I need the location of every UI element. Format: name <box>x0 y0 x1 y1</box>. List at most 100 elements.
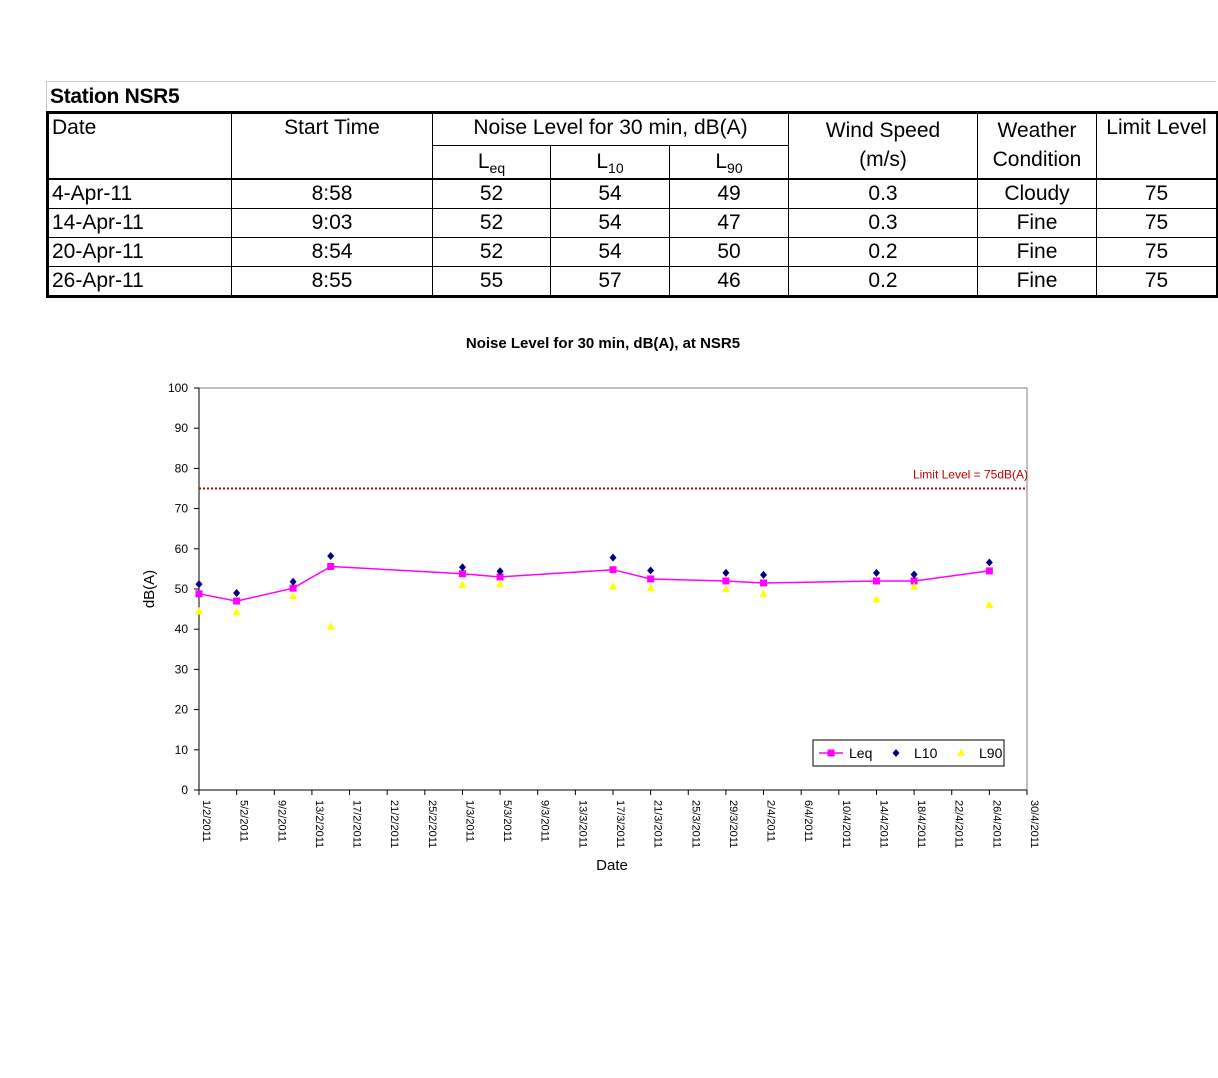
legend-l90-label: L90 <box>979 745 1003 761</box>
header-wind-speed: Wind Speed (m/s) <box>788 111 978 180</box>
x-tick-label: 9/2/2011 <box>275 800 287 842</box>
cell-wind: 0.2 <box>788 237 978 267</box>
legend: Leq L10 L90 <box>812 739 1005 767</box>
noise-chart-svg: Noise Level for 30 min, dB(A), at NSR5 0… <box>141 335 1040 874</box>
plot-area: 0 10 20 30 40 50 60 70 80 90 100 1/2/2011 5/2/2011 9/… <box>141 381 1040 874</box>
x-tick-label: 1/3/2011 <box>463 800 475 842</box>
series-leq-point <box>760 579 768 587</box>
series-l90-point <box>289 591 298 600</box>
x-tick-label: 5/3/2011 <box>501 800 513 842</box>
series-l10-point <box>327 552 335 561</box>
limit-line-label: Limit Level = 75dB(A) <box>913 468 1028 482</box>
y-tick-label: 100 <box>168 381 188 395</box>
x-tick-label: 6/4/2011 <box>802 800 814 842</box>
cell-l90: 50 <box>669 237 789 267</box>
legend-l10-label: L10 <box>914 745 938 761</box>
x-tick-label: 22/4/2011 <box>953 800 965 848</box>
header-leq-main: L <box>477 150 490 173</box>
series-leq-point <box>910 577 918 585</box>
header-l90: L90 <box>669 145 789 180</box>
series-l10-point <box>233 589 241 598</box>
legend-leq-marker <box>827 749 835 757</box>
x-tick-label: 5/2/2011 <box>238 800 250 842</box>
legend-leq-label: Leq <box>849 745 872 761</box>
cell-wind: 0.2 <box>788 266 978 297</box>
header-l10-main: L <box>596 150 609 173</box>
cell-start-time: 8:58 <box>231 178 433 209</box>
header-l90-sub: 90 <box>727 160 743 176</box>
cell-weather: Fine <box>977 237 1097 267</box>
header-date: Date <box>47 111 232 180</box>
series-leq-point <box>195 590 203 598</box>
series-leq-point <box>327 562 335 570</box>
y-tick-label: 0 <box>181 783 188 797</box>
x-tick-label: 13/3/2011 <box>576 800 588 848</box>
header-weather: Weather Condition <box>977 111 1097 180</box>
cell-l90: 46 <box>669 266 789 297</box>
y-axis-label: dB(A) <box>141 570 158 608</box>
x-tick-label: 21/2/2011 <box>388 800 400 848</box>
x-tick-label: 21/3/2011 <box>652 800 664 848</box>
header-weather-line1: Weather <box>997 119 1077 142</box>
cell-weather: Cloudy <box>977 178 1097 209</box>
series-l10-point <box>609 553 617 562</box>
x-tick-label: 13/2/2011 <box>313 800 325 848</box>
table-row: 26-Apr-11 8:55 55 57 46 0.2 Fine 75 <box>47 266 1218 297</box>
cell-limit: 75 <box>1096 266 1218 297</box>
header-start-time: Start Time <box>231 111 433 180</box>
x-tick-label: 18/4/2011 <box>915 800 927 848</box>
legend-box <box>812 739 1005 767</box>
chart-title: Noise Level for 30 min, dB(A), at NSR5 <box>466 335 740 352</box>
x-tick-label: 25/3/2011 <box>689 800 701 848</box>
header-limit-level: Limit Level <box>1096 111 1218 180</box>
cell-limit: 75 <box>1096 237 1218 267</box>
x-tick-label: 2/4/2011 <box>765 800 777 842</box>
series-l10-point <box>496 567 504 576</box>
series-l90-point <box>496 579 505 588</box>
series-l90-point <box>872 594 881 603</box>
header-wind-line2: (m/s) <box>859 148 907 171</box>
x-tick-label: 14/4/2011 <box>877 800 889 848</box>
series-l90-point <box>985 600 994 609</box>
cell-start-time: 9:03 <box>231 208 433 238</box>
x-tick-label: 1/2/2011 <box>200 800 212 842</box>
x-tick-label: 10/4/2011 <box>840 800 852 848</box>
y-tick-label: 40 <box>175 622 189 636</box>
cell-l90: 47 <box>669 208 789 238</box>
x-axis-label: Date <box>596 857 628 874</box>
cell-l10: 54 <box>550 208 670 238</box>
cell-wind: 0.3 <box>788 178 978 209</box>
cell-l90: 49 <box>669 178 789 209</box>
header-noise-group: Noise Level for 30 min, dB(A) <box>432 111 789 146</box>
series-l10-point <box>760 570 768 579</box>
x-tick-label: 17/3/2011 <box>614 800 626 848</box>
cell-l10: 54 <box>550 178 670 209</box>
cell-start-time: 8:54 <box>231 237 433 267</box>
y-tick-label: 90 <box>175 421 189 435</box>
x-tick-label: 30/4/2011 <box>1028 800 1040 848</box>
series-l90-point <box>609 582 617 590</box>
cell-date: 26-Apr-11 <box>47 266 232 297</box>
x-tick-label: 9/3/2011 <box>539 800 551 842</box>
series-l90-point <box>721 584 730 592</box>
header-weather-line2: Condition <box>992 148 1082 171</box>
series-l10-point <box>647 566 655 575</box>
cell-wind: 0.3 <box>788 208 978 238</box>
y-tick-label: 70 <box>175 502 189 516</box>
series-leq-point <box>647 575 655 583</box>
legend-l90-marker <box>957 748 965 756</box>
cell-leq: 55 <box>432 266 551 297</box>
series-l90-point <box>759 589 768 597</box>
cell-limit: 75 <box>1096 178 1218 209</box>
legend-l10-marker <box>892 749 900 757</box>
series-leq-point <box>609 566 617 574</box>
header-leq: Leq <box>432 145 551 180</box>
x-tick-label: 29/3/2011 <box>727 800 739 848</box>
station-table-block: Station NSR5 Date Start Time Noise Level… <box>46 81 1218 298</box>
y-tick-label: 60 <box>175 542 189 556</box>
cell-start-time: 8:55 <box>231 266 433 297</box>
cell-l10: 54 <box>550 237 670 267</box>
y-tick-label: 50 <box>175 582 189 596</box>
noise-chart: Noise Level for 30 min, dB(A), at NSR5 0… <box>0 320 1218 900</box>
y-tick-label: 30 <box>175 662 189 676</box>
